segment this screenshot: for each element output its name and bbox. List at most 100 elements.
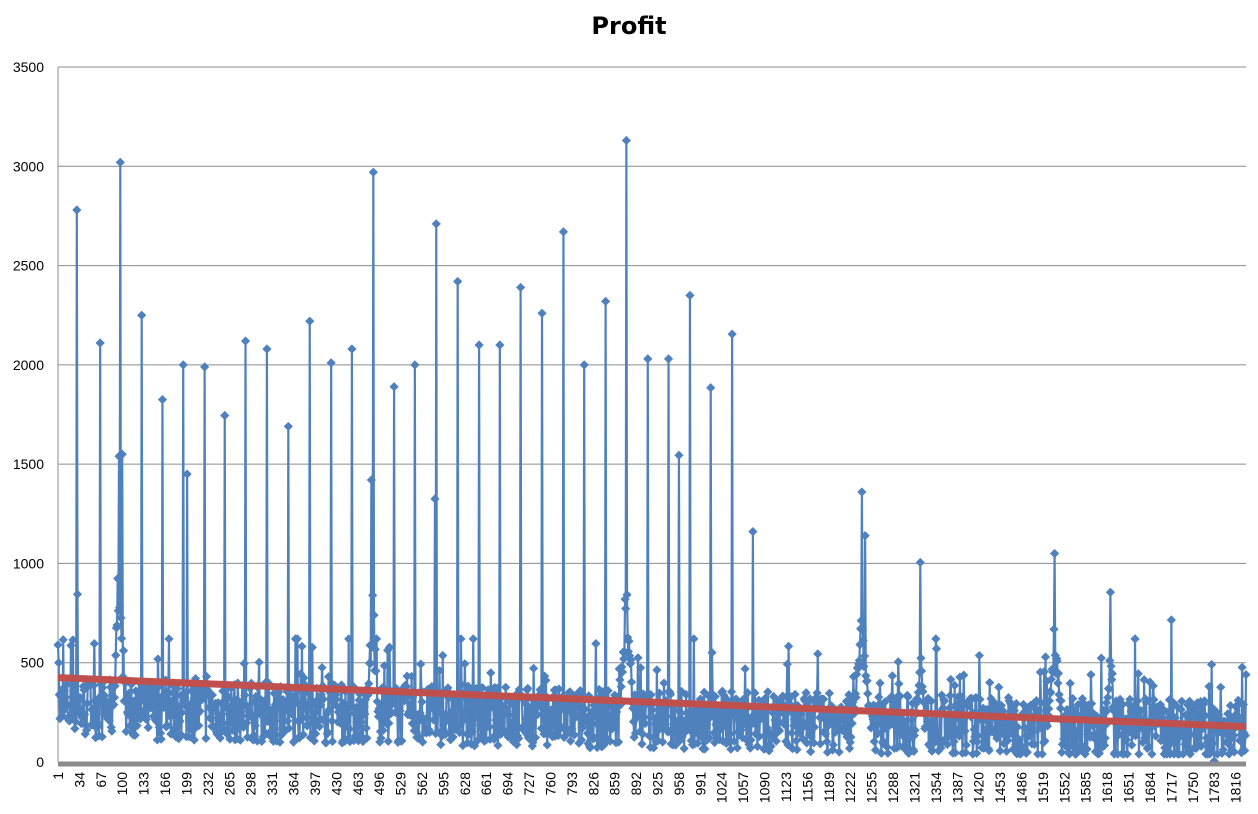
data-point — [694, 712, 704, 722]
x-tick-label: 397 — [307, 772, 323, 796]
data-point — [474, 340, 484, 350]
data-point — [370, 644, 380, 654]
data-point — [322, 709, 332, 719]
data-point — [303, 688, 314, 698]
data-point — [554, 720, 565, 730]
data-point — [358, 736, 368, 747]
data-point — [143, 722, 153, 733]
data-point — [247, 713, 257, 723]
data-point — [538, 705, 548, 715]
data-point — [296, 713, 306, 723]
data-point — [520, 698, 530, 708]
data-point — [796, 709, 806, 719]
data-point — [538, 683, 548, 693]
data-point — [501, 682, 511, 692]
data-point — [768, 708, 778, 718]
data-point — [81, 725, 92, 735]
x-tick-label: 1 — [50, 772, 66, 780]
data-point — [699, 687, 709, 697]
data-point — [1214, 710, 1224, 720]
data-point — [431, 219, 441, 229]
data-point — [880, 697, 890, 707]
data-point — [756, 712, 766, 723]
data-point — [331, 694, 341, 705]
data-point — [916, 666, 927, 676]
data-point — [653, 736, 663, 746]
data-point — [716, 724, 726, 734]
data-point — [771, 736, 781, 746]
y-tick-label: 2500 — [13, 258, 44, 274]
data-point — [1105, 587, 1115, 597]
data-point — [425, 727, 435, 737]
x-tick-label: 1321 — [907, 772, 923, 803]
data-point — [347, 344, 357, 354]
data-point — [695, 730, 705, 741]
x-tick-label: 1024 — [714, 772, 730, 803]
x-tick-label: 34 — [71, 772, 87, 788]
data-point — [658, 737, 668, 747]
data-point — [1106, 661, 1116, 671]
data-point — [345, 736, 355, 747]
data-point — [1094, 748, 1104, 758]
data-point — [1044, 704, 1054, 714]
data-point — [706, 383, 716, 393]
data-point — [547, 721, 557, 731]
data-point — [334, 708, 345, 718]
data-point — [941, 733, 951, 743]
data-point — [956, 692, 966, 702]
data-point — [429, 715, 439, 725]
data-point — [565, 736, 576, 746]
data-point — [371, 666, 381, 676]
data-point — [414, 731, 424, 741]
data-point — [283, 716, 293, 726]
data-point — [1234, 735, 1245, 745]
data-point — [702, 735, 712, 745]
data-point — [472, 703, 482, 713]
data-point — [671, 728, 681, 739]
data-point — [405, 700, 415, 710]
data-point — [1122, 749, 1132, 759]
x-tick-label: 1816 — [1228, 772, 1244, 803]
data-point — [621, 135, 631, 146]
data-point — [410, 715, 421, 725]
x-tick-label: 67 — [93, 772, 109, 788]
data-point — [384, 718, 394, 728]
data-point — [656, 718, 667, 728]
data-point — [434, 665, 445, 676]
data-point — [787, 744, 798, 754]
data-point — [1207, 659, 1217, 670]
data-point — [960, 726, 970, 736]
trendline — [57, 674, 1247, 731]
x-tick-label: 1486 — [1014, 772, 1030, 803]
x-tick-label: 1618 — [1099, 772, 1115, 803]
data-point — [1183, 700, 1193, 710]
data-point — [532, 710, 543, 720]
data-point — [650, 713, 660, 724]
data-point — [1144, 742, 1154, 752]
data-point — [58, 635, 68, 645]
data-point — [361, 723, 371, 733]
data-point — [1009, 706, 1019, 716]
data-point — [82, 698, 92, 708]
data-point — [985, 677, 995, 688]
data-point — [228, 725, 238, 735]
data-point — [891, 699, 901, 709]
data-point — [70, 724, 80, 734]
data-point — [380, 714, 390, 724]
data-point — [252, 736, 262, 746]
data-point — [195, 706, 205, 716]
data-point — [689, 634, 699, 644]
data-point — [395, 706, 405, 716]
data-point — [762, 723, 772, 733]
data-point — [637, 739, 647, 749]
data-point — [463, 681, 473, 691]
data-point — [310, 707, 320, 718]
data-point — [622, 590, 632, 600]
data-point — [384, 642, 395, 652]
data-point — [1037, 749, 1047, 759]
data-point — [366, 658, 376, 668]
data-point — [771, 729, 781, 739]
x-tick-label: 727 — [521, 772, 537, 796]
data-point — [307, 642, 317, 652]
data-point — [1141, 697, 1151, 707]
